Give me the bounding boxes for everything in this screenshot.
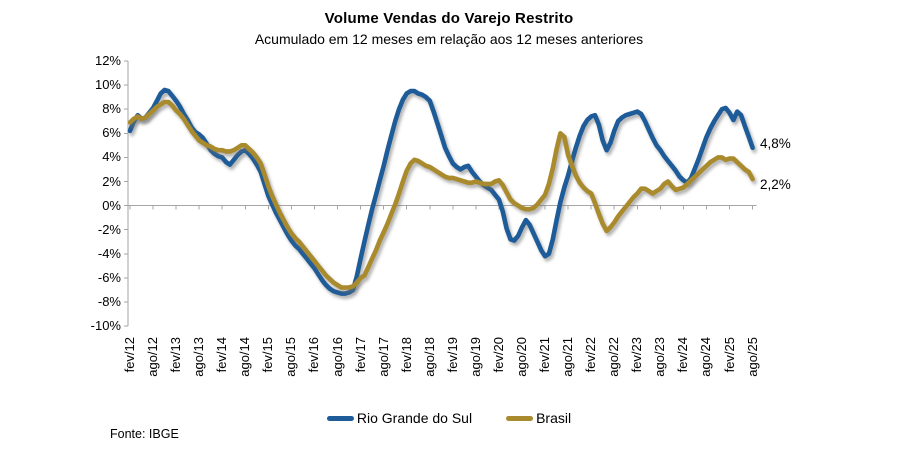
x-tick-label: ago/25: [744, 337, 760, 377]
x-tick-label: fev/12: [122, 337, 137, 373]
x-tick-label: fev/24: [675, 337, 691, 373]
chart-title: Volume Vendas do Varejo Restrito: [324, 10, 574, 27]
y-tick-label: 12%: [94, 53, 121, 68]
y-tick-label: 6%: [102, 125, 121, 141]
x-tick-label: fev/14: [214, 337, 230, 373]
x-tick-label: fev/25: [721, 337, 737, 373]
x-tick-label: ago/18: [421, 337, 437, 377]
brasil-end-value-label: 2,2%: [760, 177, 791, 192]
x-tick-label: fev/15: [260, 337, 276, 373]
x-tick-label: ago/16: [329, 337, 345, 377]
y-tick-label: 8%: [102, 101, 121, 117]
y-tick-label: 2%: [102, 173, 121, 189]
x-tick-label: fev/17: [352, 337, 368, 373]
x-tick-label: fev/21: [537, 337, 553, 373]
x-tick-label: ago/20: [514, 337, 529, 377]
x-tick-label: ago/19: [467, 337, 483, 377]
legend: Rio Grande do Sul Brasil: [0, 408, 898, 428]
y-tick-label: -4%: [97, 245, 121, 261]
x-tick-label: fev/20: [490, 337, 506, 373]
x-tick-label: ago/24: [698, 337, 714, 377]
y-tick-label: 10%: [94, 77, 121, 93]
rs-end-value-label: 4,8%: [760, 136, 791, 151]
source-note: Fonte: IBGE: [110, 427, 179, 441]
x-tick-label: ago/17: [375, 337, 391, 377]
x-tick-label: fev/23: [629, 337, 645, 373]
rs-line-swatch-icon: [326, 415, 354, 421]
brasil-line-swatch-icon: [506, 415, 534, 421]
x-tick-label: ago/14: [237, 337, 253, 377]
y-tick-label: 4%: [102, 149, 121, 165]
chart-subtitle: Acumulado em 12 meses em relação aos 12 …: [254, 31, 644, 47]
y-tick-label: -6%: [97, 269, 121, 285]
rs-legend-label: Rio Grande do Sul: [356, 410, 473, 426]
x-tick-label: ago/13: [191, 337, 207, 377]
brasil-legend-label: Brasil: [536, 410, 572, 426]
y-tick-label: 0%: [102, 197, 121, 213]
x-tick-label: ago/22: [606, 337, 622, 377]
x-tick-label: ago/21: [560, 337, 576, 377]
legend-item-brasil: Brasil: [506, 410, 571, 426]
x-tick-label: fev/19: [444, 337, 460, 373]
legend-item-rs: Rio Grande do Sul: [326, 410, 473, 426]
y-tick-label: -2%: [97, 221, 121, 237]
x-tick-label: fev/18: [398, 337, 414, 373]
x-tick-label: ago/12: [145, 337, 161, 377]
x-tick-label: fev/16: [306, 337, 322, 373]
y-tick-label: -10%: [90, 318, 121, 334]
x-tick-label: fev/22: [583, 337, 599, 373]
x-tick-label: ago/15: [283, 337, 299, 377]
x-tick-label: ago/23: [652, 337, 668, 377]
brasil-series-line: [127, 99, 755, 290]
y-tick-label: -8%: [97, 294, 121, 309]
rs-series-line: [127, 87, 755, 296]
x-tick-label: fev/13: [168, 337, 184, 373]
